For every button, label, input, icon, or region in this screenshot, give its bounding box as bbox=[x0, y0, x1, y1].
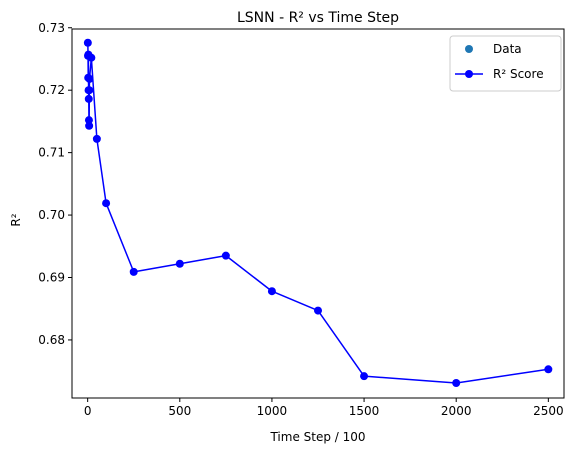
data-point bbox=[84, 94, 93, 103]
data-point bbox=[87, 53, 96, 62]
y-tick-label: 0.71 bbox=[38, 146, 65, 160]
legend-label-data: Data bbox=[493, 42, 522, 56]
data-point bbox=[314, 306, 322, 315]
x-tick-label: 1500 bbox=[349, 404, 380, 418]
data-point bbox=[452, 379, 461, 388]
legend-box bbox=[449, 35, 562, 92]
data-point bbox=[544, 365, 553, 374]
x-axis: 0 500 1000 1500 2000 2500 bbox=[84, 398, 564, 418]
data-point bbox=[85, 121, 94, 130]
y-tick-label: 0.68 bbox=[38, 333, 65, 347]
y-tick-label: 0.72 bbox=[38, 83, 65, 97]
data-point bbox=[267, 287, 276, 296]
legend-r2-marker bbox=[465, 70, 473, 78]
data-point bbox=[92, 134, 101, 143]
data-point bbox=[83, 38, 92, 47]
series-line-r2-score bbox=[87, 42, 549, 384]
data-point bbox=[102, 199, 111, 208]
data-point bbox=[221, 251, 230, 260]
y-axis: 0.68 0.69 0.70 0.71 0.72 0.73 bbox=[38, 21, 72, 347]
x-tick-label: 0 bbox=[84, 404, 92, 418]
data-point bbox=[129, 267, 138, 276]
x-tick-label: 2000 bbox=[441, 404, 472, 418]
data-point bbox=[84, 116, 93, 125]
y-tick-label: 0.70 bbox=[38, 208, 65, 222]
data-point bbox=[85, 74, 94, 83]
x-axis-label: Time Step / 100 bbox=[269, 430, 365, 444]
y-tick-label: 0.69 bbox=[38, 270, 65, 284]
data-point bbox=[85, 86, 94, 95]
y-tick-label: 0.73 bbox=[38, 21, 65, 35]
data-point bbox=[175, 259, 184, 268]
legend-label-r2-score: R² Score bbox=[493, 67, 544, 81]
y-axis-label: R² bbox=[9, 213, 23, 226]
chart-title: LSNN - R² vs Time Step bbox=[237, 10, 399, 26]
plot-area bbox=[83, 38, 553, 388]
x-tick-label: 1000 bbox=[257, 404, 288, 418]
plot-frame bbox=[71, 28, 565, 399]
legend: Data R² Score bbox=[449, 35, 562, 92]
x-tick-label: 500 bbox=[168, 404, 191, 418]
x-tick-label: 2500 bbox=[533, 404, 564, 418]
data-point bbox=[360, 372, 369, 381]
legend-data-marker bbox=[465, 45, 473, 53]
